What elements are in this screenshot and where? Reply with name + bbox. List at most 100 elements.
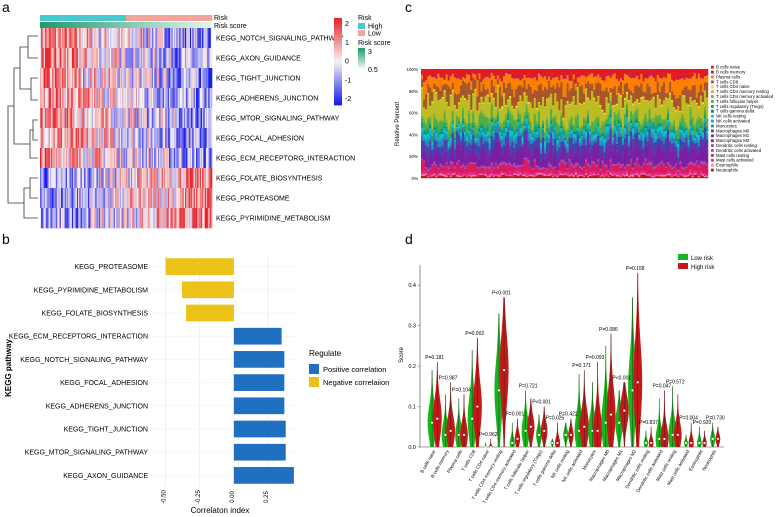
heatmap-cell: [68, 108, 70, 129]
heatmap-cell: [156, 108, 159, 129]
heatmap-cell: [48, 148, 51, 169]
stacked-segment: [488, 167, 491, 170]
stacked-segment: [599, 144, 602, 146]
stacked-segment: [591, 136, 594, 138]
stacked-segment: [435, 137, 438, 140]
heatmap-cell: [207, 148, 209, 169]
stacked-segment: [550, 123, 553, 125]
heatmap-cell: [111, 168, 113, 189]
stacked-segment: [525, 69, 528, 77]
heatmap-cell: [86, 88, 89, 109]
stacked-segment: [435, 78, 438, 86]
stacked-segment: [423, 174, 426, 177]
stacked-segment: [634, 164, 637, 172]
stacked-segment: [515, 78, 518, 90]
heatmap-cell: [103, 188, 106, 209]
stacked-segment: [472, 174, 475, 177]
heatmap-cell: [144, 168, 146, 189]
heatmap-cell: [202, 168, 204, 189]
stacked-segment: [597, 74, 600, 83]
heatmap-cell: [141, 48, 144, 69]
heatmap-cell: [164, 48, 166, 69]
stacked-segment: [570, 173, 573, 176]
heatmap-cell: [162, 28, 165, 49]
stacked-segment: [574, 169, 578, 173]
stacked-segment: [580, 136, 584, 140]
stacked-segment: [654, 114, 657, 118]
heatmap-cell: [98, 148, 101, 169]
heatmap-cell: [189, 28, 192, 49]
stacked-segment: [593, 75, 596, 77]
stacked-segment: [537, 73, 541, 85]
heatmap-cell: [78, 148, 80, 169]
stacked-segment: [562, 137, 565, 139]
stacked-segment: [671, 69, 674, 80]
stacked-segment: [640, 166, 643, 168]
stacked-segment: [503, 82, 506, 94]
heatmap-cell: [60, 108, 63, 129]
heatmap-cell: [148, 148, 150, 169]
stacked-segment: [669, 167, 672, 172]
heatmap-cell: [68, 28, 70, 49]
risk-annotation-cell: [107, 15, 110, 21]
stacked-segment: [685, 123, 688, 126]
heatmap-cell: [108, 168, 111, 189]
heatmap-cell: [204, 128, 207, 149]
stacked-segment: [574, 164, 578, 167]
risk-annotation-cell: [128, 15, 130, 21]
stacked-segment: [632, 176, 635, 179]
heatmap-cell: [134, 88, 137, 109]
stacked-segment: [552, 69, 555, 77]
risk-score-tick-high: 3: [368, 49, 372, 56]
risk-score-annotation-cell: [159, 22, 161, 28]
color-scale-step: [334, 61, 342, 65]
heatmap-cell: [177, 28, 180, 49]
stacked-segment: [464, 134, 467, 137]
stacked-segment: [433, 173, 436, 176]
heatmap-cell: [40, 148, 42, 169]
heatmap-cell: [130, 208, 133, 229]
stacked-segment: [652, 136, 655, 144]
stacked-segment: [525, 107, 528, 115]
heatmap-cell: [172, 108, 175, 129]
heatmap-cell: [65, 188, 68, 209]
stacked-segment: [660, 104, 664, 107]
stacked-segment: [580, 167, 584, 169]
heatmap-cell: [148, 168, 150, 189]
heatmap-cell: [91, 168, 94, 189]
stacked-segment: [529, 143, 532, 150]
stacked-segment: [617, 123, 621, 125]
stacked-segment: [439, 133, 442, 139]
heatmap-cell: [41, 88, 43, 109]
risk-score-annotation-cell: [202, 22, 204, 28]
heatmap-cell: [76, 148, 79, 169]
stacked-segment: [705, 130, 709, 134]
heatmap-cell: [53, 188, 56, 209]
stacked-segment: [462, 76, 465, 81]
stacked-segment: [429, 173, 432, 176]
heatmap-cell: [208, 48, 210, 69]
heatmap-cell: [119, 168, 122, 189]
stacked-segment: [470, 69, 473, 79]
heatmap-cell: [134, 168, 137, 189]
heatmap-cell: [202, 28, 204, 49]
stacked-segment: [492, 175, 496, 177]
stacked-segment: [652, 77, 655, 93]
risk-score-annotation-cell: [110, 22, 112, 28]
stacked-segment: [664, 126, 668, 129]
heatmap-cell: [170, 188, 172, 209]
stacked-segment: [646, 175, 649, 179]
stacked-segment: [482, 125, 485, 131]
stacked-segment: [507, 175, 510, 177]
risk-score-annotation-cell: [126, 22, 128, 28]
stacked-segment: [437, 69, 440, 72]
stacked-segment: [685, 146, 688, 167]
heatmap-cell: [67, 208, 69, 229]
heatmap-cell: [165, 28, 167, 49]
heatmap-cell: [51, 188, 53, 209]
stacked-segment: [580, 168, 584, 170]
stacked-segment: [572, 130, 575, 133]
stacked-segment: [541, 137, 545, 146]
stacked-segment: [447, 141, 450, 143]
stacked-segment: [656, 133, 660, 140]
